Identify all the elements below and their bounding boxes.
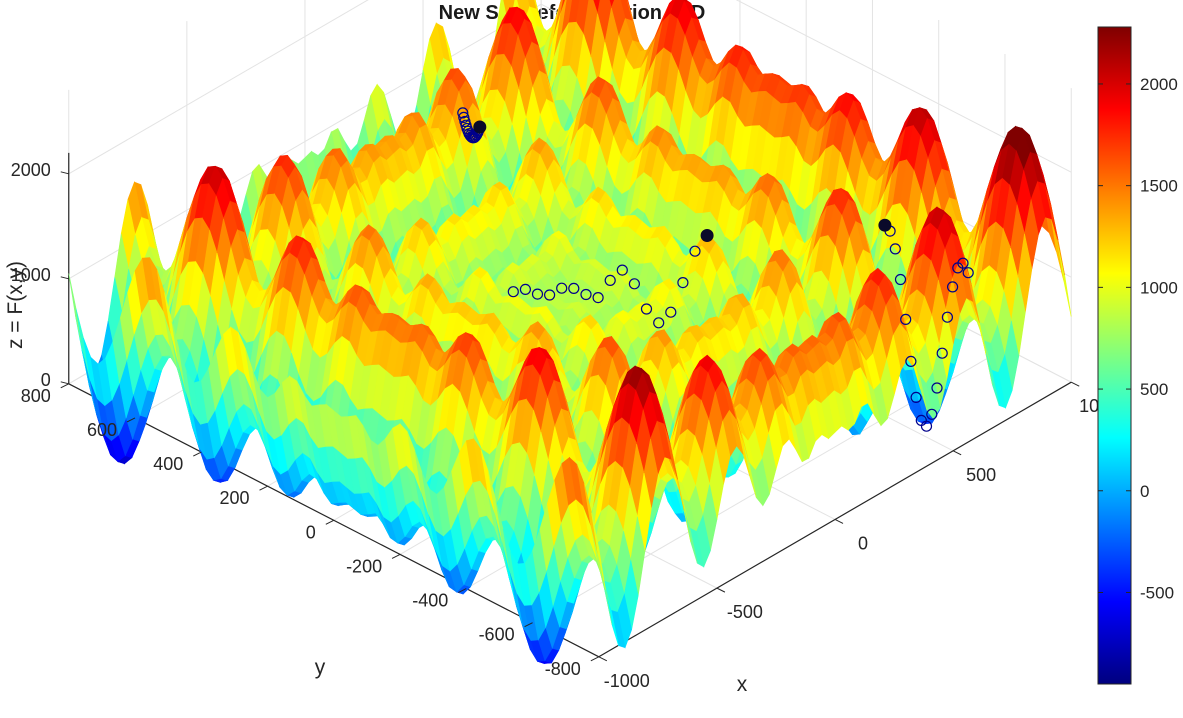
- grid-line: [68, 0, 369, 175]
- surface-patch: [75, 308, 91, 380]
- grid-line: [735, 0, 1072, 173]
- surface-patch: [592, 0, 601, 14]
- surface-patch: [1057, 239, 1072, 317]
- surface-patch: [609, 0, 615, 9]
- surface-plot: [68, 0, 1072, 665]
